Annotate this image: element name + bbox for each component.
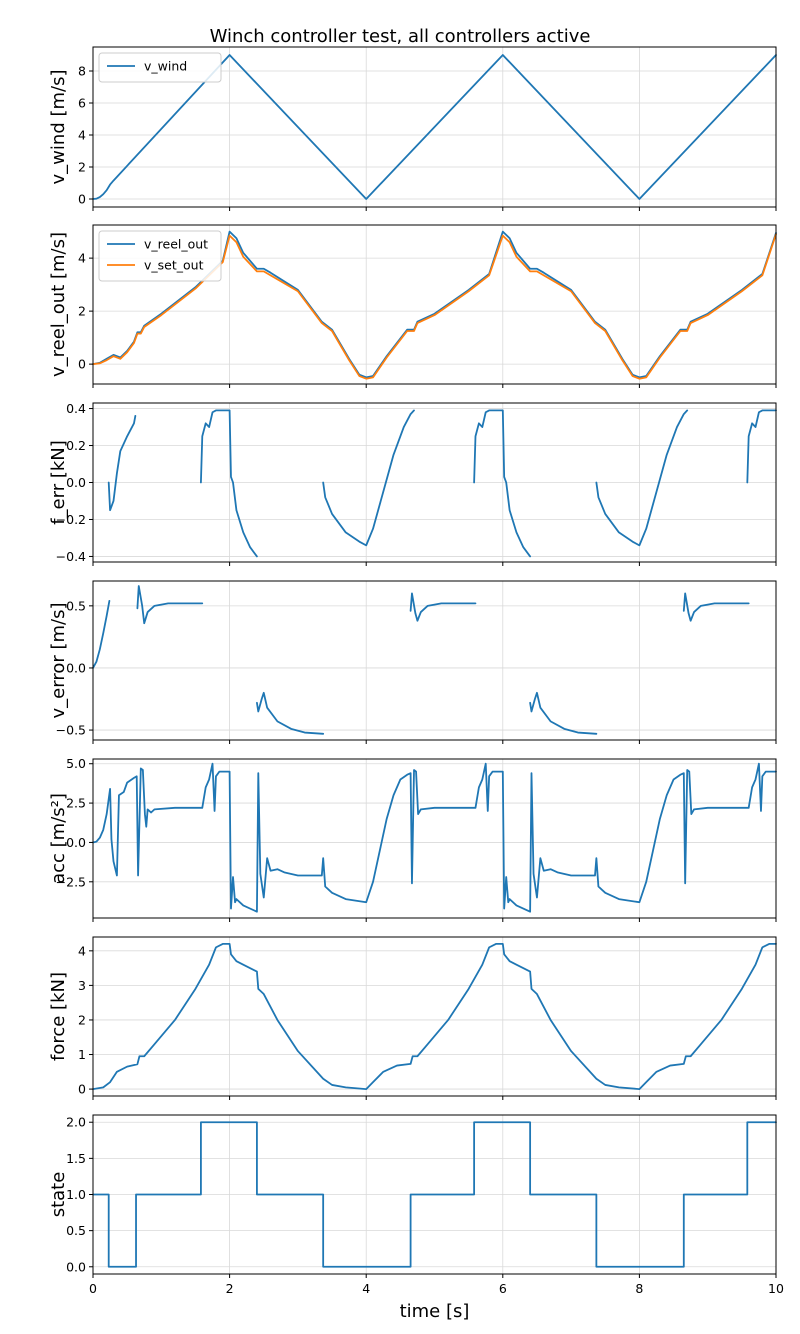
axes-frame [92,224,777,385]
ytick-label: 1 [78,1047,86,1062]
series-line-verror-0-3 [409,592,477,622]
series-line-vreel-1-0 [92,233,777,380]
ytick-label: 2 [78,160,86,175]
subplot-verror: −0.5 0.0 0.5v_error [m/s] [48,580,777,744]
ytick-label: 6 [78,96,86,111]
axes-frame [92,46,777,208]
ytick-label: 1.0 [66,1187,86,1202]
axes-frame [92,580,777,741]
ytick-label: 0.4 [66,401,86,416]
ytick-label: 2.0 [66,1115,86,1130]
xtick-label: 0 [89,1281,97,1296]
ytick-label: 3 [78,978,86,993]
legend-label: v_wind [144,59,187,74]
ytick-label: 0 [78,1082,86,1097]
ytick-label: −0.4 [56,549,86,564]
legend: v_wind [98,52,222,83]
series-line-verror-0-2 [256,691,325,735]
legend-box [98,52,222,83]
ytick-label: 0.0 [66,475,86,490]
subplot-ferr: −0.4 −0.2 0.0 0.2 0.4 f_err [kN] [48,401,777,566]
ylabel: state [48,1172,69,1218]
subplot-acc: −2.5 0.0 2.5 5.0 acc [m/s²] [48,756,777,922]
subplot-vreel: 0 2 4 v_reel_out [m/s] v_reel_out v_set_out [48,224,777,388]
ytick-label: 8 [78,64,86,79]
ytick-label: 0.5 [66,1223,86,1238]
ytick-label: 0.0 [66,660,86,675]
subplot-force: 0 1 2 3 4 force [kN] [48,936,777,1100]
ytick-label: 0 [78,357,86,372]
ytick-label: 5.0 [66,756,86,771]
series-line-ferr-0-0 [107,415,137,512]
xtick-label: 8 [635,1281,643,1296]
ytick-label: 1.5 [66,1151,86,1166]
series-line-acc-0-0 [92,762,777,913]
series-line-verror-0-0 [92,599,111,669]
series-line-ferr-0-2 [322,409,415,547]
legend: v_reel_out v_set_out [98,230,222,282]
xtick-label: 2 [226,1281,234,1296]
ytick-label: −0.2 [56,512,86,527]
ytick-label: 2 [78,1012,86,1027]
ytick-label: 4 [78,128,86,143]
series-line-state-0-0 [92,1121,777,1268]
series-line-ferr-0-4 [595,409,689,547]
ytick-label: −0.5 [56,723,86,738]
series-line-verror-0-4 [529,691,598,735]
ytick-label: 2.5 [66,796,86,811]
ytick-label: 0 [78,192,86,207]
series-line-ferr-0-5 [746,409,777,484]
series-line-ferr-0-3 [473,409,532,558]
ylabel: force [kN] [48,972,69,1061]
subplot-vwind: 0 2 4 6 8 v_wind [m/s] v_wind [48,46,777,211]
ytick-label: 0.0 [66,835,86,850]
xtick-label: 6 [499,1281,507,1296]
ylabel: f_err [kN] [48,440,69,525]
series-line-verror-0-5 [682,592,750,622]
ytick-label: 2 [78,304,86,319]
ylabel: v_reel_out [m/s] [48,232,69,377]
ytick-label: 4 [78,251,86,266]
axes-frame [92,936,777,1097]
subplots: 0 2 4 6 8 v_wind [m/s] v_wind 0 2 4 v_reel_out [m/… [48,46,784,1322]
ytick-label: −2.5 [56,874,86,889]
series-line-force-0-0 [92,943,777,1090]
ytick-label: 0.0 [66,1259,86,1274]
legend-label: v_reel_out [144,237,208,252]
ylabel: v_error [m/s] [48,603,69,719]
series-line-vwind-0-0 [92,54,777,200]
series-line-verror-0-1 [136,585,204,625]
ylabel: acc [m/s²] [48,793,69,884]
figure-title: Winch controller test, all controllers a… [210,26,591,47]
ytick-label: 0.2 [66,438,86,453]
axes-frame [92,758,777,919]
ytick-label: 0.5 [66,598,86,613]
ytick-label: 4 [78,943,86,958]
ylabel: v_wind [m/s] [48,70,69,185]
xtick-label: 10 [768,1281,784,1296]
series-line-ferr-0-1 [200,409,258,558]
legend-label: v_set_out [144,258,204,273]
subplot-state: 0.0 0.5 1.0 1.5 2.0 0 2 4 6 8 10 state time [s] [48,1114,784,1322]
xlabel: time [s] [400,1301,470,1322]
xtick-label: 4 [362,1281,370,1296]
